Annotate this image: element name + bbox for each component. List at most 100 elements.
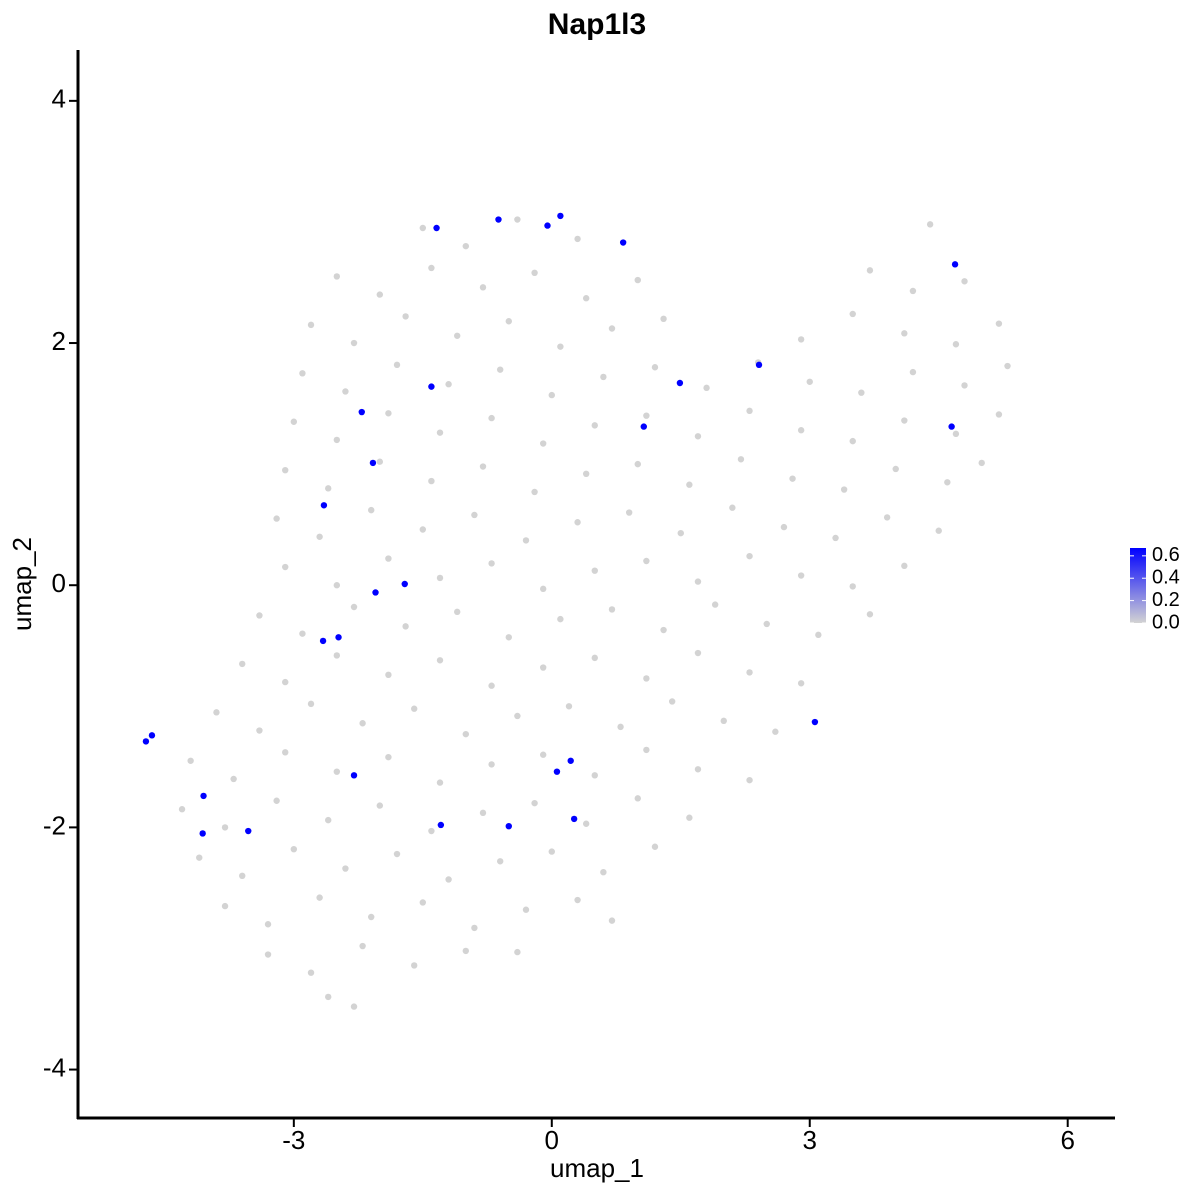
cell-point <box>402 313 409 320</box>
cell-point <box>763 620 770 628</box>
cell-point <box>333 436 341 444</box>
colorbar <box>1130 548 1146 623</box>
cell-point <box>544 222 551 229</box>
colorbar-label: 0.0 <box>1152 611 1180 633</box>
cell-point <box>196 854 203 861</box>
cell-point <box>376 802 384 809</box>
cell-point <box>582 295 590 302</box>
cell-point <box>883 514 891 521</box>
cell-point <box>350 339 358 347</box>
cell-point <box>926 221 934 228</box>
cell-point <box>436 657 444 664</box>
cell-point <box>677 529 684 537</box>
y-tick-label: -2 <box>43 810 66 840</box>
cell-point <box>567 757 574 764</box>
cell-point <box>694 433 702 440</box>
cell-point <box>539 664 547 671</box>
cell-point <box>445 381 452 388</box>
cell-point <box>488 761 495 768</box>
cell-point <box>239 872 246 880</box>
cell-point <box>479 809 487 817</box>
cell-point <box>221 824 229 831</box>
cell-point <box>1004 362 1011 370</box>
cell-point <box>651 843 659 850</box>
cell-point <box>496 366 504 373</box>
cell-point <box>436 574 444 582</box>
cell-point <box>471 511 478 519</box>
cell-point <box>320 502 328 509</box>
colorbar-label: 0.2 <box>1152 589 1180 611</box>
cell-point <box>737 456 745 463</box>
chart-title: Nap1l3 <box>548 8 646 41</box>
cell-point <box>316 533 323 540</box>
y-tick-label: 4 <box>52 84 66 114</box>
cell-point <box>350 603 358 611</box>
cell-point <box>815 631 822 639</box>
cell-point <box>582 820 590 827</box>
cell-point <box>746 776 753 784</box>
cell-point <box>148 732 156 739</box>
cell-point <box>686 814 693 821</box>
cell-point <box>866 611 874 618</box>
cell-point <box>909 287 917 295</box>
cell-point <box>531 269 538 277</box>
cell-point <box>333 582 341 589</box>
cell-point <box>142 738 150 745</box>
cell-point <box>376 291 384 298</box>
cell-point <box>350 772 358 779</box>
cell-point <box>200 792 207 800</box>
cell-point <box>811 718 819 726</box>
cell-point <box>221 902 229 910</box>
y-tick-label: -4 <box>43 1052 66 1082</box>
cell-point <box>333 768 341 775</box>
cell-point <box>419 899 427 906</box>
cell-point <box>660 315 667 323</box>
cell-point <box>428 383 435 390</box>
cell-point <box>342 865 349 872</box>
cell-point <box>325 993 332 1001</box>
cell-point <box>264 951 272 958</box>
cell-point <box>539 440 547 447</box>
cell-point <box>319 637 327 645</box>
cell-point <box>514 216 521 223</box>
cell-point <box>402 623 409 630</box>
cell-point <box>574 235 581 243</box>
cell-point <box>565 703 573 710</box>
cell-point <box>350 1003 358 1010</box>
cell-point <box>514 948 521 956</box>
x-tick-label: 6 <box>1060 1125 1074 1155</box>
cell-point <box>488 682 495 689</box>
cell-point <box>393 850 401 858</box>
cell-point <box>436 779 444 786</box>
cell-point <box>245 827 252 835</box>
cell-point <box>746 552 753 560</box>
cell-point <box>600 373 607 381</box>
cell-point <box>282 563 289 571</box>
cell-point <box>333 652 341 659</box>
cell-point <box>428 264 435 272</box>
cell-point <box>548 848 555 855</box>
points-layer <box>142 212 1011 1010</box>
cell-point <box>369 459 377 467</box>
cell-point <box>505 318 512 325</box>
cell-point <box>858 389 865 396</box>
cell-point <box>643 412 650 419</box>
cell-point <box>703 384 710 392</box>
cell-point <box>651 364 659 371</box>
cell-point <box>600 868 607 876</box>
y-axis-label: umap_2 <box>7 537 37 631</box>
cell-point <box>282 466 289 474</box>
cell-point <box>640 423 647 430</box>
cell-point <box>273 797 280 804</box>
cell-point <box>495 216 502 223</box>
cell-point <box>316 894 323 901</box>
cell-point <box>901 562 908 570</box>
y-tick-label: 2 <box>52 326 66 356</box>
cell-point <box>570 815 578 823</box>
x-axis-label: umap_1 <box>550 1153 644 1183</box>
cell-point <box>849 310 856 318</box>
cell-point <box>608 325 616 332</box>
cell-point <box>282 749 289 756</box>
cell-point <box>608 606 616 613</box>
cell-point <box>582 470 590 478</box>
